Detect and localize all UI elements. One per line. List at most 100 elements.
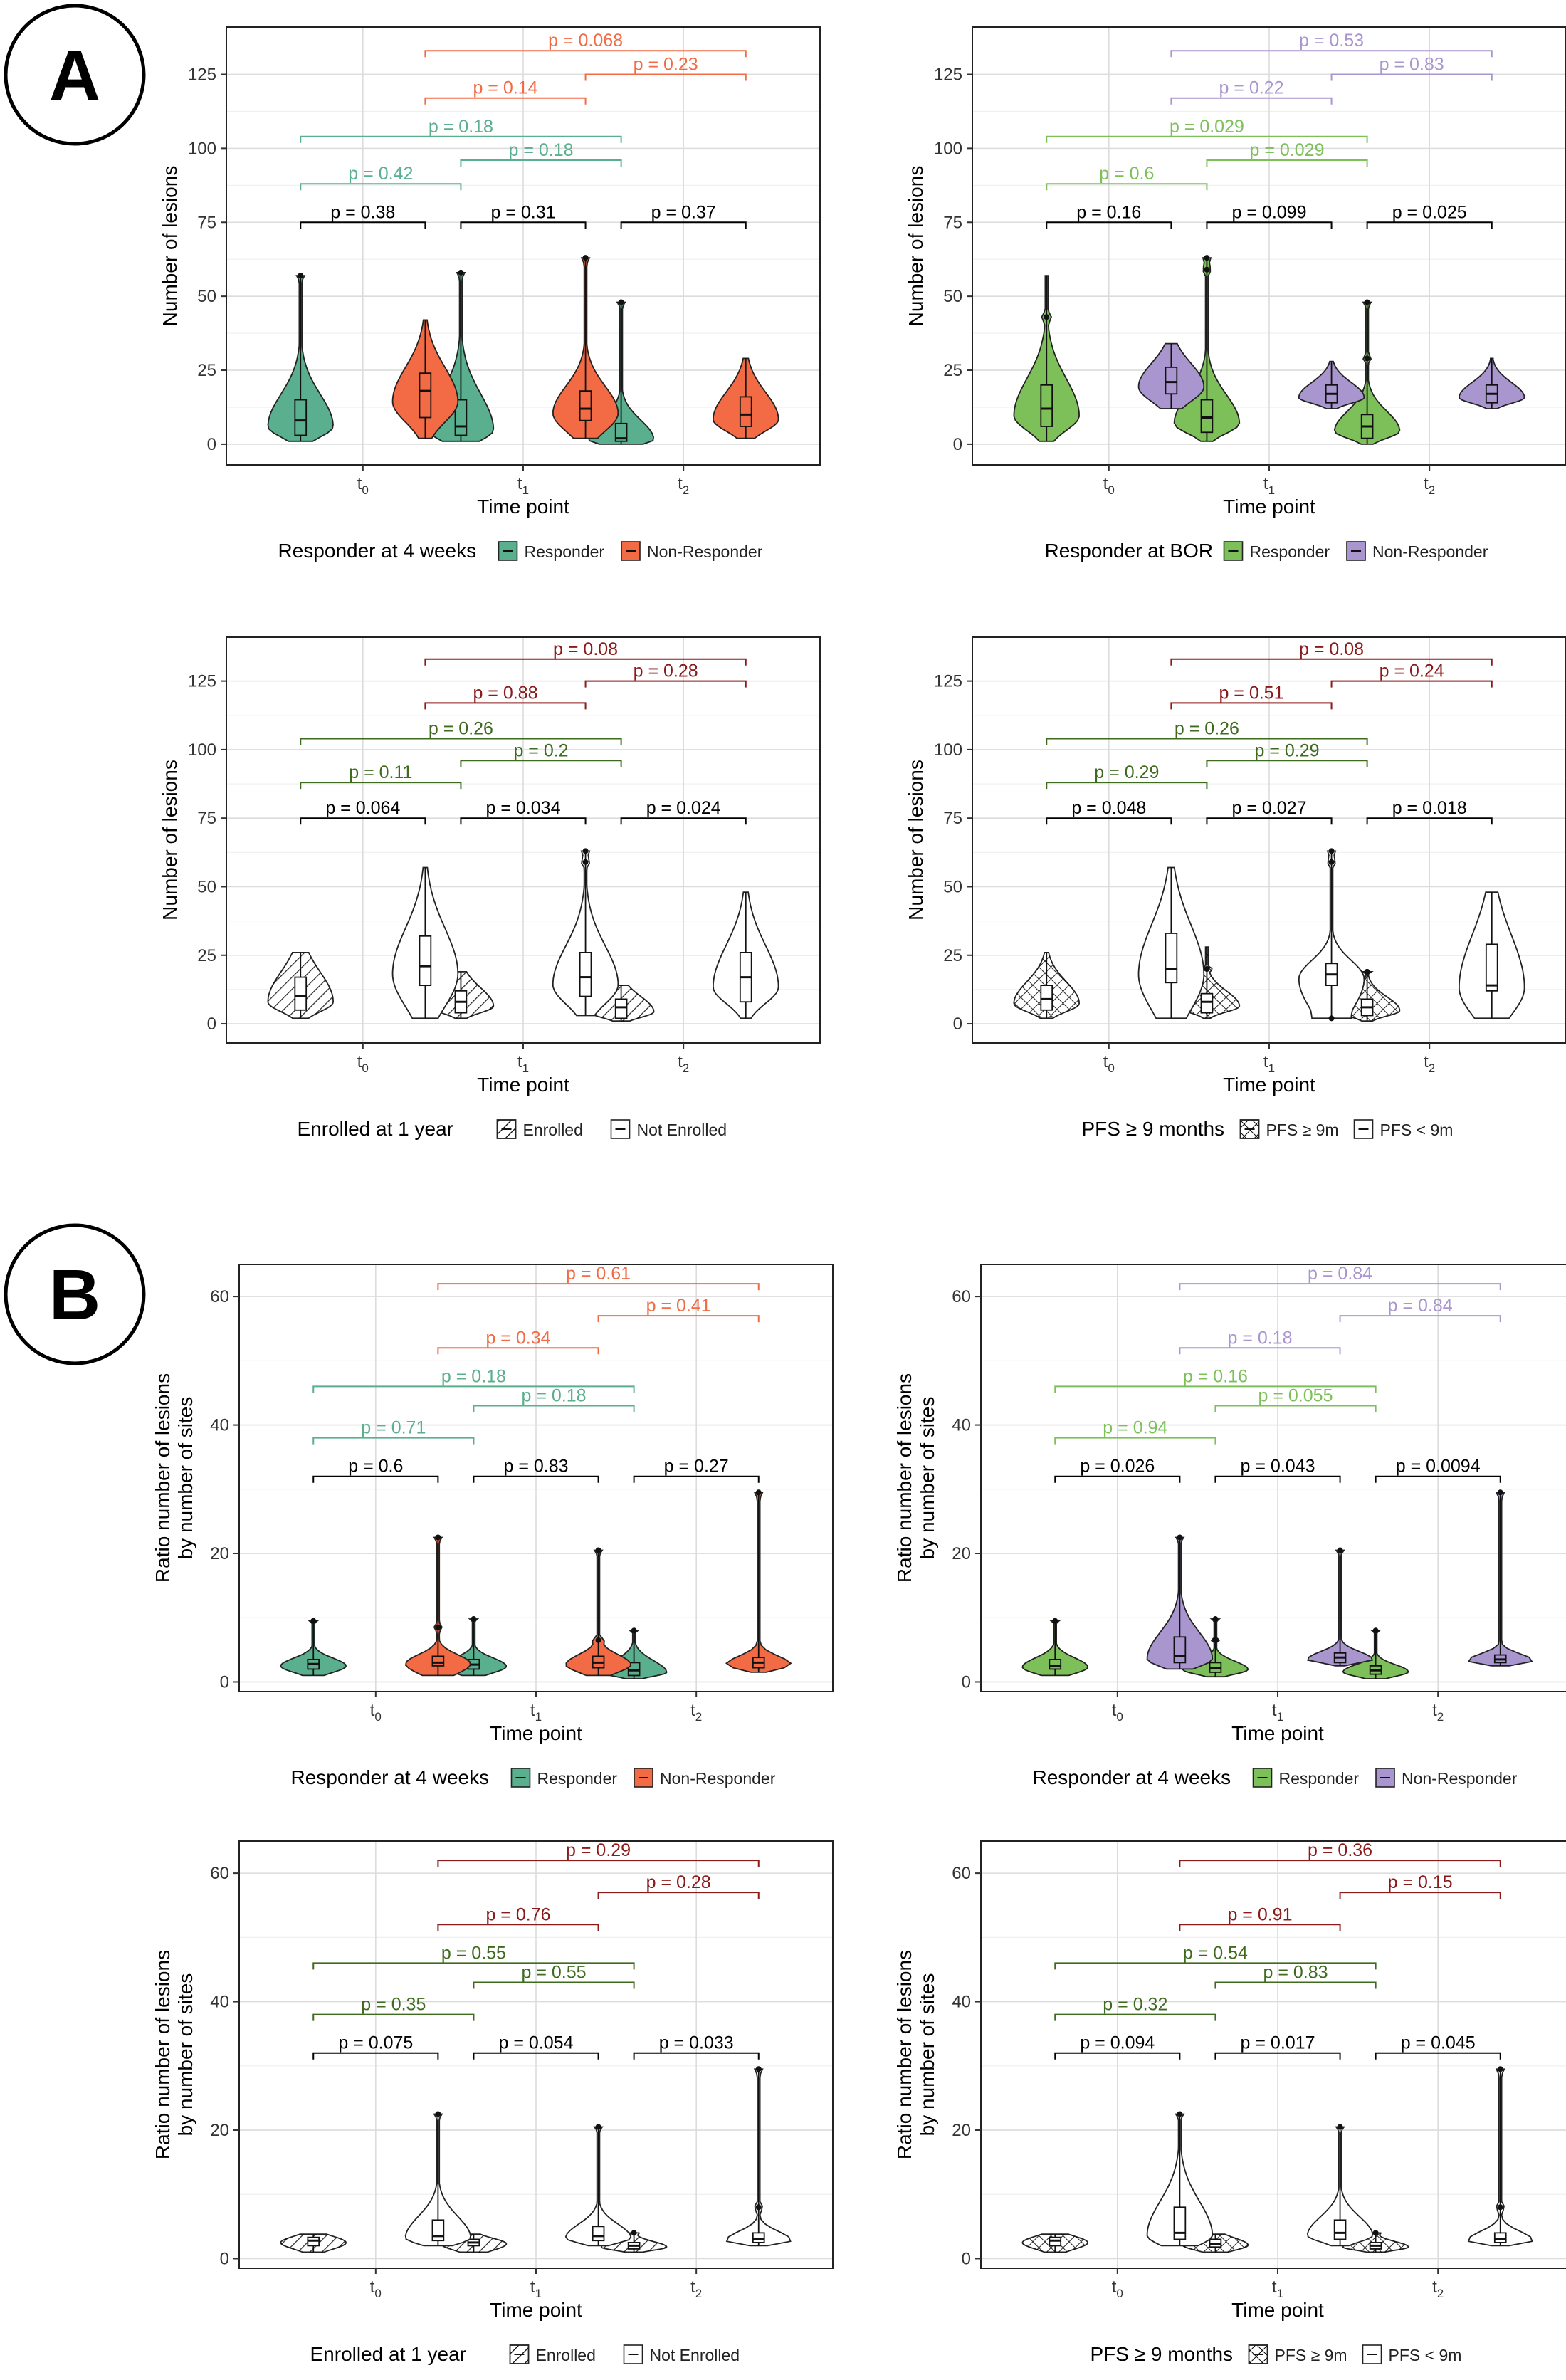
legend-label: Non-Responder — [647, 542, 763, 561]
significance-bracket: p = 0.84 — [1339, 1296, 1501, 1323]
p-value-label: p = 0.37 — [651, 202, 716, 222]
legend-key — [610, 1119, 631, 1139]
legend-key — [498, 541, 518, 561]
significance-bracket: p = 0.16 — [1054, 1366, 1377, 1393]
x-tick-label: t2 — [1424, 1052, 1435, 1075]
p-value-label: p = 0.08 — [1299, 639, 1364, 659]
p-value-label: p = 0.068 — [548, 31, 623, 51]
legend-title: PFS ≥ 9 months — [1091, 2343, 1234, 2365]
legend-title: Responder at 4 weeks — [278, 540, 477, 562]
p-value-label: p = 0.6 — [1099, 164, 1154, 184]
x-axis-title: Time point — [1231, 1722, 1324, 1744]
outlier-point — [435, 1534, 441, 1541]
outlier-point — [595, 1547, 601, 1553]
significance-bracket: p = 0.71 — [312, 1418, 475, 1445]
legend-key — [621, 541, 641, 561]
p-value-label: p = 0.42 — [348, 164, 413, 184]
y-tick-label: 0 — [953, 435, 962, 454]
significance-bracket: p = 0.55 — [312, 1943, 635, 1970]
box — [1040, 384, 1053, 427]
y-axis-title: Ratio number of lesionsby number of site… — [893, 1950, 938, 2159]
legend-key — [1375, 1768, 1395, 1788]
box — [1173, 2206, 1187, 2240]
legend-label: Responder — [1250, 542, 1330, 561]
legend-swatch — [623, 2344, 643, 2364]
outlier-point — [755, 2204, 762, 2211]
significance-bracket: p = 0.83 — [1214, 1962, 1377, 1989]
box — [579, 952, 592, 997]
y-tick-label: 20 — [952, 1544, 971, 1563]
significance-bracket: p = 0.38 — [300, 202, 426, 229]
box — [1200, 992, 1214, 1014]
significance-bracket: p = 0.6 — [312, 1457, 439, 1483]
bracket-line — [424, 50, 747, 58]
y-tick-label: 50 — [197, 287, 216, 306]
significance-bracket: p = 0.048 — [1046, 798, 1172, 825]
box — [1165, 933, 1178, 984]
bracket-line — [1054, 2013, 1216, 2021]
bracket-line — [437, 1860, 760, 1867]
grid — [981, 1841, 1566, 2268]
p-value-label: p = 0.53 — [1299, 31, 1364, 51]
box — [739, 396, 752, 427]
bracket-line — [437, 1347, 599, 1355]
significance-bracket: p = 0.024 — [620, 798, 747, 825]
p-value-label: p = 0.054 — [499, 2033, 574, 2053]
chart-3: 0 25 50 75 100 125 t0 t1 t2 Time point Number of l… — [159, 636, 821, 1140]
bracket-line — [437, 1924, 599, 1931]
significance-bracket: p = 0.27 — [633, 1457, 760, 1483]
violin-b — [1298, 360, 1365, 409]
p-value-label: p = 0.55 — [521, 1962, 586, 1982]
y-tick-label: 60 — [952, 1864, 971, 1883]
chart-8: 0 20 40 60 t0 t1 t2 Time point Ratio number of l… — [893, 1840, 1566, 2365]
box — [419, 372, 432, 419]
outlier-point — [298, 273, 304, 279]
significance-bracket: p = 0.2 — [460, 740, 622, 767]
violin-b — [1458, 357, 1525, 409]
violin-a — [1013, 952, 1081, 1019]
significance-bracket: p = 0.054 — [473, 2033, 599, 2060]
y-axis-title: Ratio number of lesionsby number of site… — [152, 1373, 196, 1583]
x-tick-label: t2 — [1432, 1701, 1444, 1724]
violin-b — [1458, 891, 1525, 1019]
p-value-label: p = 0.18 — [429, 117, 493, 137]
p-value-label: p = 0.18 — [508, 140, 573, 160]
x-axis-title: Time point — [1223, 496, 1315, 518]
outlier-point — [595, 2124, 601, 2130]
bracket-line — [633, 2052, 760, 2060]
outlier-point — [1204, 255, 1210, 261]
p-value-label: p = 0.045 — [1401, 2033, 1476, 2053]
box — [1200, 399, 1214, 434]
significance-bracket: p = 0.54 — [1054, 1943, 1377, 1970]
y-tick-label: 100 — [188, 740, 216, 760]
p-value-label: p = 0.71 — [361, 1418, 426, 1438]
x-tick-label: t0 — [370, 2277, 382, 2300]
outlier-point — [1177, 2111, 1183, 2117]
significance-bracket: p = 0.22 — [1170, 78, 1333, 105]
bracket-line — [460, 159, 622, 167]
bracket-line — [460, 817, 587, 825]
significance-bracket: p = 0.094 — [1054, 2033, 1181, 2060]
bracket-line — [473, 1405, 635, 1412]
p-value-label: p = 0.76 — [485, 1904, 550, 1924]
significance-bracket: p = 0.24 — [1330, 661, 1493, 688]
bracket-line — [312, 1385, 635, 1393]
violin-a — [588, 299, 655, 445]
violin-a — [1342, 2230, 1409, 2253]
significance-bracket: p = 0.51 — [1170, 683, 1333, 710]
panel-label-b: B — [4, 1223, 146, 1365]
p-value-label: p = 0.38 — [330, 202, 395, 222]
bracket-line — [1046, 782, 1208, 790]
bracket-line — [1179, 1924, 1341, 1931]
outlier-point — [1052, 1618, 1058, 1624]
significance-bracket: p = 0.61 — [437, 1264, 760, 1291]
y-tick-label: 0 — [220, 1672, 229, 1692]
x-tick-label: t2 — [678, 474, 689, 497]
violin-b — [1137, 866, 1205, 1019]
significance-bracket: p = 0.029 — [1046, 117, 1368, 143]
charts: 0 25 50 75 100 125 t0 t1 t2 Time point Number of l… — [152, 26, 1566, 2365]
y-axis-title: Number of lesions — [159, 166, 181, 327]
significance-bracket: p = 0.025 — [1366, 202, 1493, 229]
significance-bracket: p = 0.29 — [1206, 740, 1368, 767]
box — [627, 1662, 641, 1677]
